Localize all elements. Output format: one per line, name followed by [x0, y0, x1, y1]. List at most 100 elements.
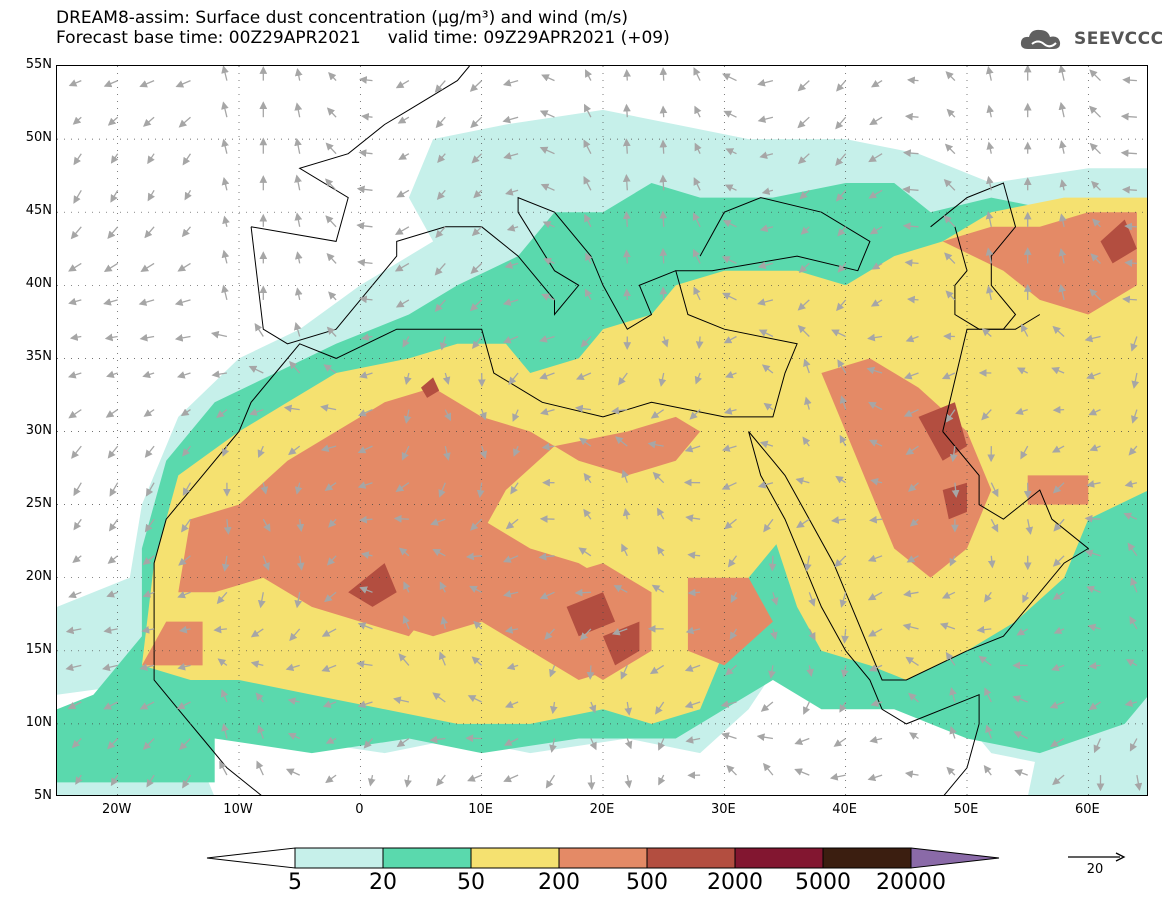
wind-arrow	[800, 226, 810, 235]
wind-arrow	[802, 436, 811, 447]
wind-arrow	[325, 142, 337, 155]
wind-arrow	[71, 738, 82, 749]
wind-arrow	[622, 174, 631, 191]
wind-arrow	[367, 774, 376, 787]
lon-tick-label: 20W	[101, 802, 132, 817]
wind-arrow	[174, 334, 191, 342]
wind-arrow	[763, 402, 774, 411]
wind-arrow	[144, 445, 155, 458]
wind-arrow	[326, 107, 337, 118]
wind-arrow	[541, 442, 555, 451]
wind-arrow	[104, 333, 118, 342]
wind-arrow	[1020, 445, 1029, 460]
wind-arrow	[1130, 577, 1138, 593]
wind-arrow	[651, 584, 665, 593]
lon-tick-label: 40E	[832, 802, 858, 817]
wind-arrow	[985, 66, 994, 81]
wind-arrow	[835, 153, 847, 166]
wind-arrow	[1058, 248, 1067, 264]
dust-region	[178, 387, 701, 637]
coastline	[153, 197, 871, 651]
wind-arrow	[181, 226, 191, 238]
wind-arrow	[326, 252, 337, 264]
wind-arrow	[106, 590, 118, 598]
wind-arrow	[210, 330, 228, 339]
wind-arrow	[65, 626, 82, 635]
wind-arrow	[398, 653, 410, 666]
coastline	[250, 196, 676, 345]
wind-arrow	[614, 436, 628, 447]
wind-arrow	[984, 591, 992, 603]
wind-arrow	[903, 409, 919, 417]
wind-arrow	[402, 336, 410, 348]
wind-arrow	[294, 68, 303, 81]
wind-arrow	[502, 298, 519, 306]
wind-arrow	[437, 153, 446, 163]
wind-arrow	[946, 766, 956, 776]
wind-arrow	[837, 226, 847, 237]
wind-arrow	[985, 211, 994, 227]
wind-arrow	[470, 116, 483, 129]
wind-arrow	[723, 110, 737, 118]
wind-arrow	[1088, 661, 1101, 670]
wind-arrow	[502, 79, 519, 87]
wind-arrow	[71, 445, 82, 459]
wind-arrow	[622, 138, 631, 154]
wind-arrow	[216, 409, 228, 419]
wind-arrow	[473, 620, 483, 630]
wind-arrow	[869, 116, 883, 126]
wind-arrow	[806, 665, 814, 677]
wind-arrow	[1088, 408, 1101, 416]
wind-arrow	[143, 409, 155, 417]
dust-region	[603, 621, 640, 666]
wind-arrow	[358, 409, 373, 417]
wind-arrow	[1051, 445, 1065, 453]
wind-arrow	[540, 407, 555, 416]
wind-arrow	[142, 555, 155, 566]
wind-arrow	[221, 284, 229, 301]
lat-tick-label: 10N	[25, 714, 52, 730]
wind-arrow	[694, 372, 703, 385]
wind-arrow	[659, 210, 668, 227]
wind-arrow	[396, 189, 410, 198]
wind-arrow	[221, 723, 229, 739]
wind-arrow	[903, 589, 919, 598]
wind-arrow	[870, 477, 883, 486]
wind-arrow	[622, 507, 631, 520]
wind-arrow	[439, 336, 448, 351]
wind-arrow	[622, 211, 631, 227]
wind-arrow	[544, 628, 555, 640]
wind-arrow	[721, 444, 737, 452]
wind-arrow	[473, 189, 483, 199]
wind-arrow	[503, 590, 519, 598]
wind-arrow	[325, 178, 337, 191]
wind-arrow	[618, 372, 628, 386]
wind-arrow	[139, 80, 155, 88]
wind-arrow	[694, 142, 702, 154]
wind-arrow	[1014, 769, 1028, 777]
wind-arrow	[695, 336, 704, 350]
wind-arrow	[762, 762, 774, 776]
wind-arrow	[108, 518, 119, 532]
wind-arrow	[1052, 405, 1065, 414]
wind-arrow	[67, 371, 82, 379]
wind-arrow	[257, 592, 266, 609]
wind-arrow	[584, 288, 592, 301]
wind-arrow	[504, 700, 519, 709]
wind-arrow	[794, 737, 810, 745]
wind-arrow	[1122, 76, 1137, 85]
wind-arrow	[685, 626, 701, 635]
wind-arrow	[213, 625, 227, 634]
wind-arrow	[250, 660, 264, 669]
wind-arrow	[75, 774, 83, 785]
wind-arrow	[1093, 738, 1102, 754]
wind-arrow	[829, 772, 846, 781]
wind-arrow	[147, 189, 155, 202]
wind-arrow	[436, 189, 446, 200]
wind-arrow	[471, 656, 483, 666]
wind-arrow	[659, 67, 668, 81]
wind-arrow	[320, 404, 337, 412]
colorbar-tick-label: 20000	[876, 870, 946, 895]
wind-arrow	[1086, 585, 1101, 594]
wind-arrow	[985, 247, 994, 264]
